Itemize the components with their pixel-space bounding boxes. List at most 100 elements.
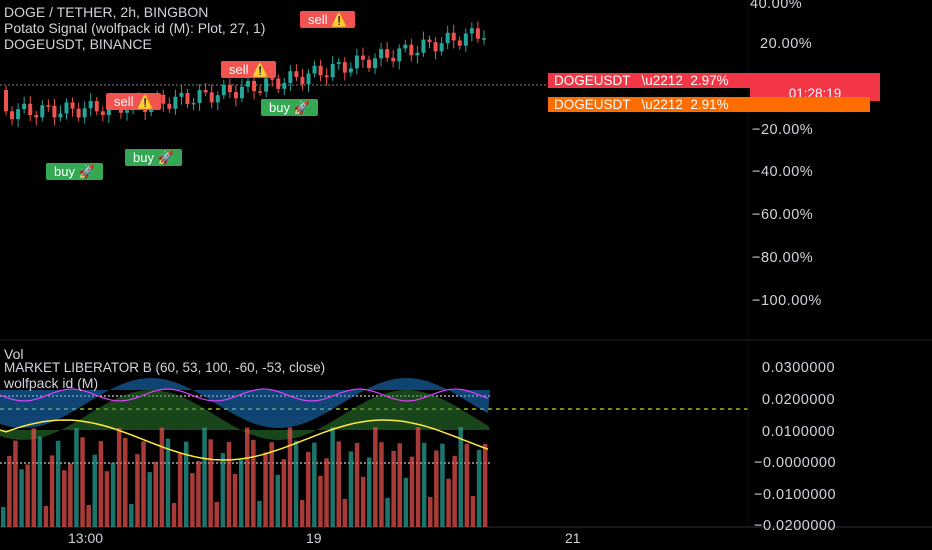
candle-body [354, 55, 359, 69]
candle-body [433, 42, 438, 52]
volume-bar [306, 451, 311, 527]
candle-body [427, 39, 432, 43]
volume-bar [428, 496, 433, 527]
volume-bar [1, 507, 6, 527]
candle-body [34, 115, 39, 118]
candle-body [258, 91, 263, 93]
candle-body [161, 94, 166, 104]
primary-price-tag[interactable]: DOGEUSDT \u2212 2.97% [548, 73, 880, 88]
volume-bar [214, 501, 219, 527]
candle-body [203, 90, 208, 93]
volume-bar [269, 442, 274, 527]
volume-bar [190, 473, 195, 527]
candle-body [403, 44, 408, 49]
candle-body [28, 103, 33, 116]
volume-bar [80, 437, 85, 527]
volume-legend[interactable]: Vol [4, 346, 24, 362]
volume-bar [452, 455, 457, 527]
volume-bar [184, 441, 189, 527]
volume-bar [98, 441, 104, 527]
volume-bar [373, 427, 378, 527]
candle-body [221, 84, 226, 96]
price-axis-label: −20.00% [752, 122, 814, 138]
candle-body [239, 86, 244, 99]
secondary-price-tag[interactable]: DOGEUSDT \u2212 2.91% [548, 97, 870, 112]
volume-bar [281, 459, 287, 527]
buy-signal: buy 🚀 [261, 99, 318, 116]
volume-bar [293, 440, 299, 527]
volume-bar [31, 428, 36, 527]
volume-bar [476, 449, 482, 527]
volume-bar [299, 499, 305, 527]
price-axis-label: 40.00% [750, 0, 803, 12]
volume-bar [13, 440, 18, 527]
sell-signal: sell ⚠️ [106, 93, 162, 110]
candle-body [191, 102, 196, 105]
volume-bar [202, 427, 207, 527]
compare-symbol-legend[interactable]: DOGEUSDT, BINANCE [4, 36, 152, 52]
volume-bar [208, 439, 213, 527]
wolfpack-legend[interactable]: wolfpack id (M) [4, 375, 99, 391]
volume-bar [74, 428, 79, 527]
volume-bar [135, 454, 140, 527]
primary-tag-symbol: DOGEUSDT [554, 73, 631, 88]
volume-bar [464, 443, 470, 527]
candle-body [179, 92, 184, 97]
candle-body [294, 71, 299, 78]
candle-body [481, 38, 486, 40]
candle-body [76, 108, 81, 118]
candle-body [330, 63, 335, 78]
candle-body [70, 102, 75, 109]
volume-bar [403, 477, 409, 527]
volume-bar [421, 442, 427, 527]
tag-separator: \u2212 [634, 73, 687, 88]
volume-bar [415, 427, 421, 527]
volume-bar [379, 442, 384, 527]
oscillator-axis-label: 0.0300000 [762, 360, 836, 376]
candle-body [246, 80, 250, 87]
volume-bar [330, 427, 335, 527]
candle-body [397, 48, 402, 62]
oscillator-axis-label: 0.0100000 [762, 424, 836, 440]
secondary-tag-symbol: DOGEUSDT [554, 97, 631, 112]
symbol-legend[interactable]: DOGE / TETHER, 2h, BINGBON [4, 4, 209, 20]
candle-body [52, 105, 57, 118]
candle-body [88, 101, 93, 109]
candle-body [457, 40, 462, 46]
volume-bar [360, 476, 366, 527]
primary-tag-value: 2.97% [690, 73, 729, 88]
candle-body [46, 105, 51, 107]
volume-bar [354, 442, 360, 527]
pink-signal-line [0, 388, 489, 402]
candle-body [306, 73, 311, 85]
volume-bar [49, 455, 55, 527]
candle-body [451, 32, 456, 41]
price-axis-label: 20.00% [760, 36, 813, 52]
volume-bar [171, 502, 177, 527]
buy-signal: buy 🚀 [125, 149, 182, 166]
volume-bar [458, 427, 463, 527]
volume-bar [25, 464, 30, 527]
market-liberator-legend[interactable]: MARKET LIBERATOR B (60, 53, 100, -60, -5… [4, 360, 326, 375]
sell-signal: sell ⚠️ [221, 61, 277, 78]
potato-signal-legend[interactable]: Potato Signal (wolfpack id (M): Plot, 27… [4, 20, 266, 36]
candle-body [469, 28, 474, 34]
volume-bar [482, 444, 488, 527]
oscillator-axis-label: −0.0000000 [754, 455, 837, 471]
candle-body [300, 77, 305, 85]
candle-body [348, 68, 353, 73]
candle-body [409, 44, 414, 56]
candle-body [276, 78, 281, 89]
oscillator-axis-label: 0.0200000 [762, 392, 836, 408]
volume-bar [238, 460, 244, 527]
candle-body [215, 95, 220, 103]
volume-bar [232, 474, 238, 527]
volume-bar [123, 437, 128, 527]
volume-bar [141, 441, 146, 527]
volume-bar [55, 440, 61, 527]
volume-bar [37, 436, 43, 527]
candle-body [16, 109, 21, 120]
candle-body [342, 62, 347, 73]
buy-signal: buy 🚀 [46, 163, 103, 180]
